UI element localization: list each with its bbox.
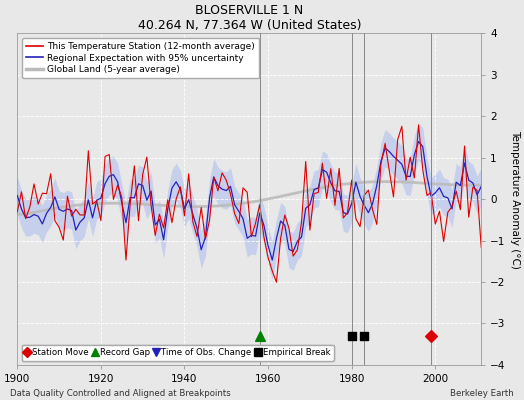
Text: Berkeley Earth: Berkeley Earth — [450, 389, 514, 398]
Text: Data Quality Controlled and Aligned at Breakpoints: Data Quality Controlled and Aligned at B… — [10, 389, 231, 398]
Point — [256, 333, 264, 339]
Legend: Station Move, Record Gap, Time of Obs. Change, Empirical Break: Station Move, Record Gap, Time of Obs. C… — [21, 345, 334, 360]
Point — [427, 333, 435, 339]
Y-axis label: Temperature Anomaly (°C): Temperature Anomaly (°C) — [510, 130, 520, 268]
Point — [347, 333, 356, 339]
Point — [360, 333, 368, 339]
Title: BLOSERVILLE 1 N
40.264 N, 77.364 W (United States): BLOSERVILLE 1 N 40.264 N, 77.364 W (Unit… — [137, 4, 361, 32]
